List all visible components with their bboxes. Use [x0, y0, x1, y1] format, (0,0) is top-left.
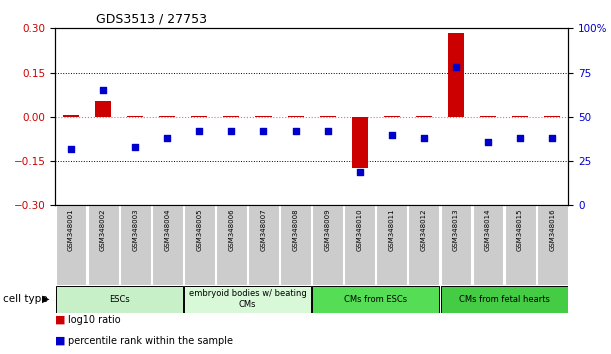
- Bar: [512, 116, 528, 117]
- Text: GSM348005: GSM348005: [196, 209, 202, 251]
- FancyBboxPatch shape: [473, 205, 503, 285]
- Text: ESCs: ESCs: [109, 295, 130, 304]
- Bar: [544, 116, 560, 117]
- Text: embryoid bodies w/ beating
CMs: embryoid bodies w/ beating CMs: [189, 290, 306, 309]
- Text: GSM348006: GSM348006: [229, 209, 235, 251]
- FancyBboxPatch shape: [537, 205, 568, 285]
- FancyBboxPatch shape: [88, 205, 119, 285]
- FancyBboxPatch shape: [376, 205, 407, 285]
- Bar: [224, 116, 240, 117]
- FancyBboxPatch shape: [505, 205, 535, 285]
- Text: GSM348001: GSM348001: [68, 209, 74, 251]
- FancyBboxPatch shape: [56, 205, 86, 285]
- Point: [194, 128, 204, 134]
- Text: percentile rank within the sample: percentile rank within the sample: [68, 336, 233, 346]
- Text: ■: ■: [55, 315, 65, 325]
- Text: GSM348012: GSM348012: [421, 209, 427, 251]
- Bar: [320, 116, 335, 117]
- Point: [98, 87, 108, 93]
- FancyBboxPatch shape: [345, 205, 375, 285]
- Bar: [448, 33, 464, 117]
- Text: ■: ■: [55, 336, 65, 346]
- Point: [66, 146, 76, 152]
- Point: [130, 144, 140, 150]
- Point: [355, 169, 365, 175]
- Bar: [63, 115, 79, 117]
- Text: ▶: ▶: [42, 294, 49, 304]
- FancyBboxPatch shape: [280, 205, 311, 285]
- Text: GDS3513 / 27753: GDS3513 / 27753: [96, 13, 207, 26]
- FancyBboxPatch shape: [441, 205, 471, 285]
- Text: cell type: cell type: [3, 294, 48, 304]
- FancyBboxPatch shape: [120, 205, 150, 285]
- FancyBboxPatch shape: [248, 205, 279, 285]
- Point: [291, 128, 301, 134]
- Point: [483, 139, 493, 144]
- Text: GSM348015: GSM348015: [517, 209, 523, 251]
- Text: GSM348003: GSM348003: [132, 209, 138, 251]
- FancyBboxPatch shape: [441, 286, 568, 313]
- Text: GSM348010: GSM348010: [357, 209, 363, 251]
- Bar: [480, 116, 496, 117]
- Text: log10 ratio: log10 ratio: [68, 315, 121, 325]
- Text: GSM348004: GSM348004: [164, 209, 170, 251]
- Bar: [95, 101, 111, 117]
- Bar: [352, 117, 368, 169]
- FancyBboxPatch shape: [312, 205, 343, 285]
- FancyBboxPatch shape: [409, 205, 439, 285]
- Bar: [191, 116, 207, 117]
- Text: CMs from ESCs: CMs from ESCs: [344, 295, 408, 304]
- Bar: [416, 116, 432, 117]
- Text: GSM348009: GSM348009: [324, 209, 331, 251]
- Text: GSM348002: GSM348002: [100, 209, 106, 251]
- Text: GSM348011: GSM348011: [389, 209, 395, 251]
- Point: [515, 135, 525, 141]
- FancyBboxPatch shape: [152, 205, 183, 285]
- Point: [547, 135, 557, 141]
- Text: GSM348016: GSM348016: [549, 209, 555, 251]
- Text: GSM348008: GSM348008: [293, 209, 299, 251]
- FancyBboxPatch shape: [216, 205, 247, 285]
- Text: CMs from fetal hearts: CMs from fetal hearts: [459, 295, 549, 304]
- FancyBboxPatch shape: [184, 205, 214, 285]
- Point: [227, 128, 236, 134]
- FancyBboxPatch shape: [184, 286, 311, 313]
- Bar: [127, 116, 143, 117]
- Text: GSM348007: GSM348007: [260, 209, 266, 251]
- Point: [419, 135, 429, 141]
- Point: [387, 132, 397, 137]
- Text: GSM348014: GSM348014: [485, 209, 491, 251]
- Text: GSM348013: GSM348013: [453, 209, 459, 251]
- Bar: [288, 116, 304, 117]
- Point: [258, 128, 268, 134]
- Bar: [255, 116, 271, 117]
- Point: [451, 64, 461, 70]
- FancyBboxPatch shape: [312, 286, 439, 313]
- Point: [163, 135, 172, 141]
- Bar: [159, 116, 175, 117]
- Bar: [384, 116, 400, 117]
- FancyBboxPatch shape: [56, 286, 183, 313]
- Point: [323, 128, 332, 134]
